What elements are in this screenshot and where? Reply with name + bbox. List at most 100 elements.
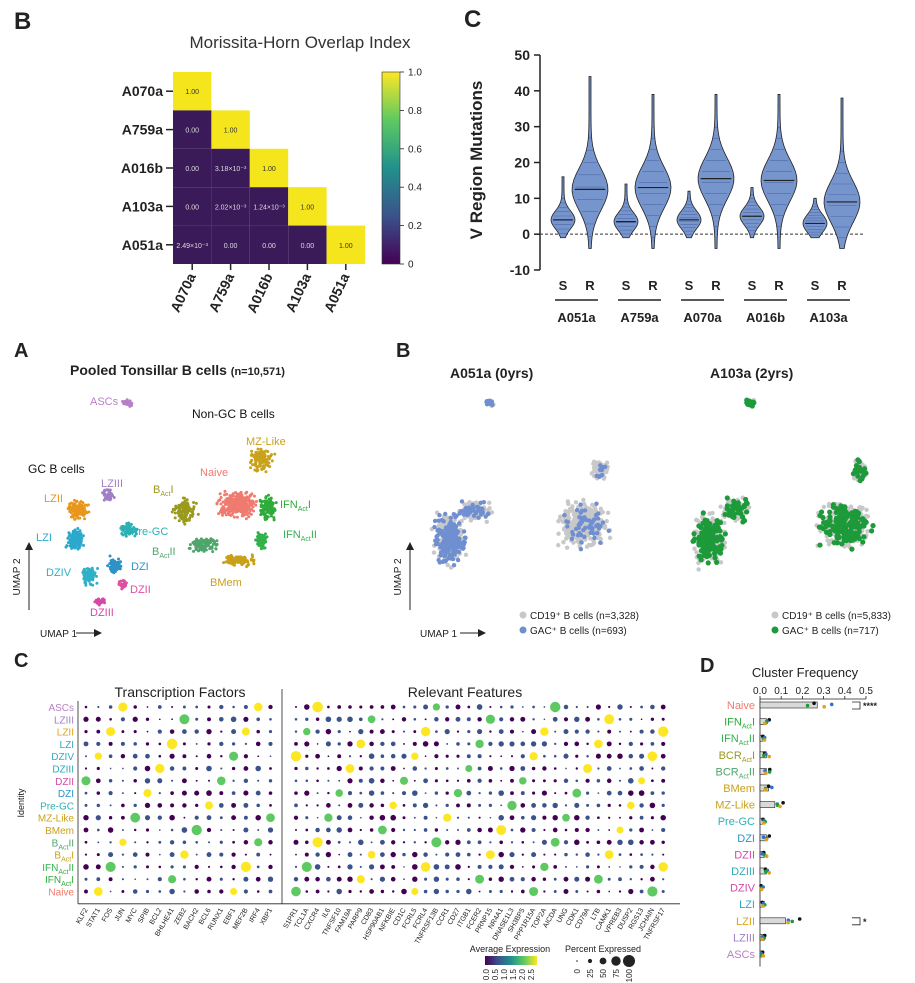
umap-point — [244, 491, 248, 495]
frequency-point — [760, 937, 765, 941]
umap-point — [88, 582, 92, 586]
umap-point — [79, 534, 83, 538]
umap-point — [219, 502, 223, 506]
umap-highlight-cell — [453, 524, 459, 529]
frequency-category-label: IFNActI — [724, 717, 755, 731]
dotplot-dot — [304, 852, 309, 857]
umap-point — [81, 543, 85, 547]
dotplot-dot — [109, 890, 112, 893]
dotplot-dot — [220, 828, 223, 832]
umap-point — [85, 576, 89, 580]
violin-subgroup-label: R — [837, 278, 847, 293]
umap-point — [185, 501, 189, 505]
umap-point — [108, 562, 112, 566]
dotplot-dot — [500, 804, 503, 807]
umap-highlight-cell — [570, 529, 575, 535]
dotplot-dot — [489, 730, 492, 733]
umap-point — [257, 459, 261, 463]
umap-point — [188, 546, 192, 550]
violin-y-tick: 10 — [514, 190, 530, 206]
frequency-category-label: ASCs — [727, 949, 756, 961]
dotplot-dot — [629, 730, 632, 733]
dotplot-dot — [540, 862, 549, 872]
expression-legend-tick: 1.5 — [509, 968, 518, 980]
umap-point — [70, 537, 74, 541]
dotplot-dot — [422, 802, 429, 809]
umap-highlight-cell — [855, 510, 862, 516]
umap-point — [101, 491, 105, 495]
umap-point — [236, 559, 240, 563]
umap-point — [129, 404, 133, 408]
umap-cluster-label: LZI — [36, 532, 52, 544]
umap-point — [252, 454, 256, 458]
dotplot-dot — [253, 702, 263, 712]
dotplot-dot — [316, 792, 319, 795]
dotplot-dot — [144, 765, 151, 772]
dotplot-dot — [312, 701, 323, 713]
frequency-point — [763, 869, 768, 874]
umap-point — [122, 525, 126, 529]
umap-highlight-cell — [743, 509, 750, 515]
umap-grey-cell — [489, 510, 495, 515]
umap-grey-cell — [462, 502, 467, 507]
dotplot-dot — [629, 816, 633, 820]
dotplot-dot — [586, 803, 590, 807]
dotplot-dot — [585, 852, 590, 857]
dotplot-dot — [121, 853, 125, 856]
umap-point — [219, 495, 223, 499]
umap-point — [247, 497, 251, 501]
panel-label-umap-split: B — [396, 340, 411, 362]
dotplot-dot — [596, 840, 601, 845]
dotplot-dot — [423, 828, 428, 832]
umap-grey-cell — [605, 510, 611, 516]
dotplot-dot — [97, 841, 100, 844]
umap-point — [245, 565, 249, 569]
dotplot-dot — [456, 742, 460, 746]
umap-highlight-cell — [738, 511, 744, 517]
dotplot-dot — [121, 865, 124, 868]
umap-point — [272, 518, 276, 522]
dotplot-dot — [368, 753, 375, 759]
dotplot-dot — [347, 864, 353, 870]
umap-point — [108, 492, 112, 496]
significance-marker: **** — [863, 701, 878, 711]
umap-point — [236, 499, 240, 503]
heatmap-cell-label: 1.00 — [339, 243, 353, 250]
dotplot-dot — [649, 876, 655, 882]
dotplot-dot — [434, 766, 438, 771]
dotplot-dot — [181, 827, 188, 833]
umap-highlight-cell — [433, 538, 438, 543]
dotplot-dot — [662, 853, 665, 856]
dotplot-dot — [158, 840, 162, 844]
expression-legend-tick: 2.5 — [527, 968, 536, 980]
umap-highlight-cell — [475, 504, 481, 510]
dotplot-dot — [661, 803, 665, 808]
colorbar-tick-label: 0.6 — [408, 144, 422, 155]
umap-point — [127, 403, 131, 407]
umap-point — [219, 508, 223, 512]
dotplot-dot — [96, 729, 101, 734]
dotplot-dot — [554, 853, 557, 856]
dotplot-dot — [157, 815, 162, 820]
dotplot-dot — [243, 827, 249, 833]
dotplot-dot — [369, 803, 374, 808]
dotplot-dot — [327, 767, 330, 770]
umap-highlight-cell — [437, 512, 442, 518]
dotplot-dot — [232, 705, 235, 709]
dotplot-dot — [650, 864, 655, 870]
umap-highlight-cell — [699, 538, 705, 544]
dotplot-dot — [651, 767, 654, 770]
umap-point — [65, 544, 69, 548]
dotplot-row-label: LZI — [60, 740, 74, 751]
dotplot-dot — [467, 705, 471, 709]
umap-point — [127, 525, 131, 529]
dotplot-dot — [477, 754, 482, 759]
umap-point — [69, 534, 73, 538]
expression-legend-bar — [485, 956, 537, 965]
umap-point — [248, 511, 252, 515]
umap-highlight-cell — [823, 524, 829, 530]
umap-highlight-cell — [443, 511, 448, 517]
dotplot-dot — [401, 753, 407, 759]
dotplot-dot — [431, 837, 442, 848]
dotplot-y-label: Identity — [16, 788, 26, 818]
